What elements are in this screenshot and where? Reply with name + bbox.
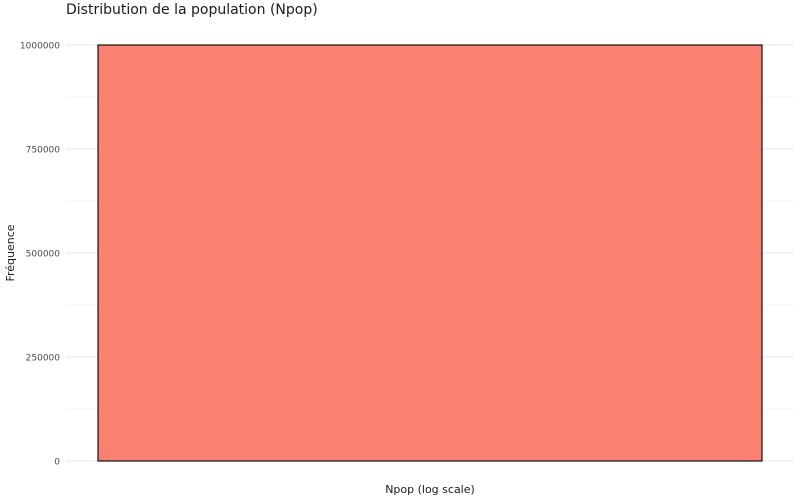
bars-layer [97,44,763,462]
y-tick-label: 750000 [26,146,61,156]
bar [97,44,763,462]
y-tick-label: 250000 [26,354,61,364]
x-axis-label: Npop (log scale) [385,483,475,496]
y-tick-label: 1000000 [20,42,60,52]
y-axis-tick-labels: 0 250000 500000 750000 1000000 [20,42,60,468]
y-axis-label: Fréquence [4,224,17,281]
y-tick-label: 500000 [26,250,61,260]
chart-title: Distribution de la population (Npop) [66,2,318,18]
y-tick-label: 0 [54,458,60,468]
